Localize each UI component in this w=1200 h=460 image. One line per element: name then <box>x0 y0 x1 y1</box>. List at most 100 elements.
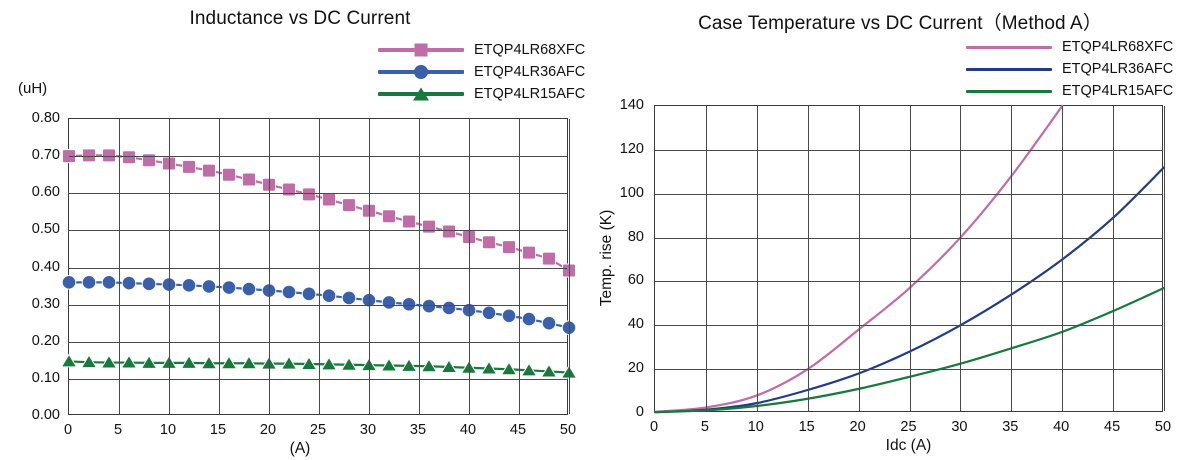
x-axis-label-temperature: Idc (A) <box>885 437 932 454</box>
x-axis-tick-label: 10 <box>159 422 177 438</box>
legend-swatch-line <box>966 62 1052 76</box>
gridline-vertical <box>569 119 570 414</box>
gridline-vertical <box>1011 106 1013 411</box>
x-axis-tick-label: 35 <box>409 422 427 438</box>
gridline-horizontal <box>655 237 1162 239</box>
x-axis-label-inductance: (A) <box>289 440 311 457</box>
x-axis-tick-label: 35 <box>1002 419 1019 435</box>
legend-temperature: ETQP4LR68XFC ETQP4LR36AFC ETQP4LR15AFC <box>966 38 1173 104</box>
y-axis-tick-label: 0.40 <box>31 258 60 275</box>
gridline-vertical <box>705 106 707 411</box>
gridline-vertical <box>1113 106 1115 411</box>
gridline-vertical <box>519 119 520 414</box>
legend-swatch-line <box>966 40 1052 54</box>
legend-item: ETQP4LR36AFC <box>378 63 585 81</box>
chart-title-inductance: Inductance vs DC Current <box>189 8 411 29</box>
legend-item: ETQP4LR15AFC <box>966 82 1173 100</box>
gridline-horizontal <box>69 341 567 343</box>
gridline-horizontal <box>69 156 567 158</box>
gridline-vertical <box>269 119 270 414</box>
y-axis-tick-label: 0.70 <box>31 147 60 164</box>
legend-item-label: ETQP4LR68XFC <box>1062 39 1174 55</box>
gridline-vertical <box>1062 106 1064 411</box>
legend-item: ETQP4LR68XFC <box>966 38 1173 56</box>
y-axis-tick-label: 100 <box>619 184 644 201</box>
x-axis-tick-label: 45 <box>509 422 527 438</box>
gridline-vertical <box>419 119 420 414</box>
y-axis-tick-label: 0.60 <box>31 184 60 201</box>
x-axis-tick-label: 45 <box>1104 419 1121 435</box>
legend-swatch-square <box>378 43 464 57</box>
gridline-vertical <box>369 119 370 414</box>
y-axis-tick-label: 60 <box>627 272 644 289</box>
y-axis-tick-label: 0.30 <box>31 295 60 312</box>
legend-item-label: ETQP4LR15AFC <box>474 86 586 102</box>
chart-title-temperature: Case Temperature vs DC Current（Method A） <box>698 13 1102 34</box>
gridline-horizontal <box>655 149 1162 151</box>
gridline-vertical <box>858 106 860 411</box>
gridline-vertical <box>119 119 120 414</box>
series-layer-inductance <box>60 148 578 379</box>
x-axis-tick-label: 15 <box>798 419 815 435</box>
y-axis-tick-label: 80 <box>627 228 644 245</box>
y-axis-tick-label: 120 <box>619 140 644 157</box>
y-axis-tick-label: 40 <box>627 316 644 333</box>
plot-area-temperature <box>653 104 1166 414</box>
y-axis-tick-label: 20 <box>627 360 644 377</box>
legend-swatch-triangle <box>378 87 464 101</box>
y-axis-tick-label: 0.20 <box>31 332 60 349</box>
legend-item-label: ETQP4LR36AFC <box>474 64 586 80</box>
gridline-horizontal <box>655 281 1162 283</box>
y-axis-tick-label: 140 <box>619 97 644 113</box>
y-axis-label-temperature: Temp. rise (K) <box>598 209 615 307</box>
gridline-horizontal <box>69 304 567 306</box>
chart-panel-temperature: Case Temperature vs DC Current（Method A） <box>600 0 1200 460</box>
gridline-vertical <box>319 119 320 414</box>
y-axis-tick-label: 0.50 <box>31 221 60 238</box>
legend-item-label: ETQP4LR15AFC <box>1062 83 1174 99</box>
x-axis-tick-label: 40 <box>1053 419 1070 435</box>
x-axis-tick-label: 10 <box>747 419 764 435</box>
x-axis-tick-label: 50 <box>1154 419 1172 435</box>
y-axis-tick-label: 0.00 <box>31 407 60 423</box>
x-axis-tick-label: 30 <box>951 419 968 435</box>
gridline-horizontal <box>655 193 1162 195</box>
y-axis-unit-label: (uH) <box>18 80 48 97</box>
x-axis-tick-label: 20 <box>259 422 277 438</box>
x-axis-tick-label: 40 <box>459 422 477 438</box>
chart-panel-inductance: Inductance vs DC Current ETQP4LR68XFC ET… <box>18 8 585 457</box>
x-axis-tick-label: 50 <box>559 422 577 438</box>
x-axis-tick-label: 20 <box>849 419 866 435</box>
x-axis-tick-label: 25 <box>309 422 327 438</box>
x-axis-tick-label: 5 <box>700 419 709 435</box>
gridline-horizontal <box>69 267 567 269</box>
y-axis-tick-label: 0.10 <box>31 369 60 386</box>
gridline-vertical <box>469 119 470 414</box>
gridline-vertical <box>960 106 962 411</box>
gridline-vertical <box>807 106 809 411</box>
legend-item-label: ETQP4LR36AFC <box>1062 61 1174 77</box>
x-axis-tick-label: 15 <box>209 422 227 438</box>
legend-item: ETQP4LR36AFC <box>966 60 1173 78</box>
gridline-vertical <box>1164 106 1165 411</box>
gridline-horizontal <box>69 193 567 195</box>
y-axis-tick-label: 0 <box>635 404 644 420</box>
gridline-horizontal <box>655 369 1162 371</box>
legend-item: ETQP4LR68XFC <box>378 41 585 59</box>
gridline-vertical <box>756 106 758 411</box>
plot-area-inductance <box>60 118 578 415</box>
legend-swatch-circle <box>378 65 464 79</box>
gridline-horizontal <box>69 230 567 232</box>
legend-item: ETQP4LR15AFC <box>378 85 585 103</box>
x-axis-tick-label: 0 <box>63 422 73 438</box>
gridline-vertical <box>219 119 220 414</box>
x-axis-tick-label: 5 <box>113 422 123 438</box>
y-axis-tick-label: 0.80 <box>31 110 60 126</box>
x-axis-tick-label: 30 <box>359 422 377 438</box>
gridline-vertical <box>169 119 170 414</box>
legend-inductance: ETQP4LR68XFC ETQP4LR36AFC ETQP4LR15AFC <box>378 41 585 107</box>
gridline-horizontal <box>655 325 1162 327</box>
x-axis-tick-label: 0 <box>649 419 659 435</box>
legend-item-label: ETQP4LR68XFC <box>474 42 586 58</box>
